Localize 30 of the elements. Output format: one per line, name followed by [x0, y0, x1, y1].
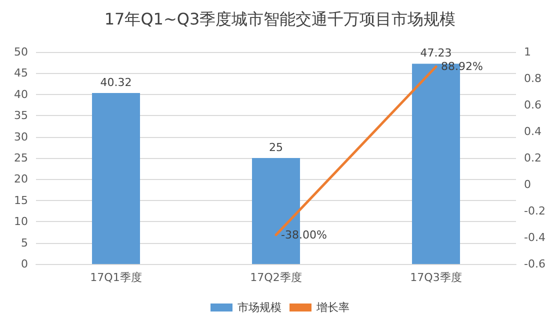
- chart-title: 17年Q1~Q3季度城市智能交通千万项目市场规模: [104, 10, 456, 28]
- y-tick-label: 30: [14, 130, 28, 144]
- y-tick-label: 45: [14, 66, 28, 80]
- bar: [92, 93, 140, 264]
- y2-tick-label: 0: [524, 178, 531, 191]
- y-tick-label: 20: [14, 172, 28, 186]
- y2-tick-label: 0.4: [524, 125, 542, 138]
- data-label: 47.23: [420, 46, 452, 60]
- y-tick-label: 40: [14, 88, 28, 101]
- y-tick-label: 50: [14, 46, 28, 58]
- y2-tick-label: 0.2: [524, 152, 542, 164]
- y-tick-label: 15: [14, 194, 28, 207]
- x-tick-label: 17Q3季度: [410, 271, 462, 284]
- y2-tick-label: 0.8: [524, 72, 542, 85]
- y-tick-label: 0: [21, 258, 28, 270]
- y2-tick-label: 1: [524, 46, 531, 58]
- data-label: 25: [269, 141, 283, 154]
- y2-tick-label: 0.6: [524, 98, 542, 112]
- y-tick-label: 10: [14, 215, 28, 228]
- y2-tick-label: -0.6: [524, 258, 546, 270]
- x-tick-label: 17Q2季度: [250, 271, 302, 284]
- y-tick-label: 5: [21, 236, 28, 250]
- y2-tick-label: -0.4: [524, 231, 546, 244]
- y-tick-label: 25: [14, 152, 28, 164]
- y-tick-label: 35: [14, 109, 28, 122]
- legend-label: 增长率: [316, 301, 350, 314]
- legend-label: 市场规模: [238, 301, 282, 314]
- y2-tick-label: -0.2: [524, 204, 546, 218]
- data-label: 40.32: [100, 76, 132, 90]
- x-tick-label: 17Q1季度: [90, 271, 142, 284]
